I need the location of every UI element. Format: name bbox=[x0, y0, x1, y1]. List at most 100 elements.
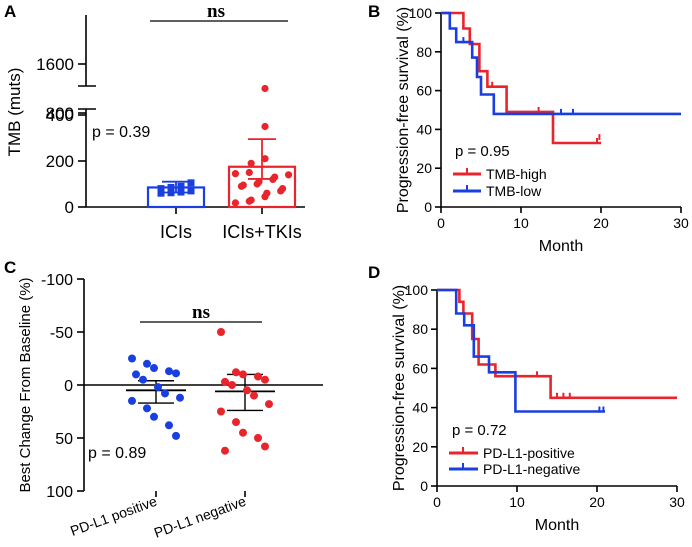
chart-panel-c: -100 -50 0 50 100 Best Change From Baseline (… bbox=[17, 272, 323, 541]
data-point bbox=[150, 412, 158, 421]
y-tick-label: 800 bbox=[46, 104, 74, 123]
data-point bbox=[254, 434, 262, 442]
data-point bbox=[143, 404, 151, 413]
survival-curve-tmb-low bbox=[441, 11, 681, 116]
legend-label: TMB-low bbox=[486, 183, 542, 199]
data-point bbox=[172, 369, 180, 378]
data-point bbox=[128, 354, 136, 363]
data-point bbox=[167, 189, 175, 197]
data-point bbox=[228, 381, 236, 389]
x-tick-label: ICIs+TKIs bbox=[222, 222, 302, 242]
data-point bbox=[239, 181, 247, 189]
data-point bbox=[239, 370, 247, 379]
survival-curve-tmb-high bbox=[441, 11, 601, 145]
y-tick-label: 80 bbox=[416, 44, 432, 60]
y-tick-label: 0 bbox=[424, 199, 432, 215]
data-point bbox=[261, 442, 269, 451]
data-point bbox=[243, 386, 251, 395]
y-tick-label: 40 bbox=[412, 400, 428, 416]
x-tick-label: PD-L1 positive bbox=[68, 493, 159, 539]
x-axis-label: Month bbox=[539, 238, 583, 255]
data-point bbox=[247, 159, 255, 167]
data-point bbox=[176, 393, 184, 402]
y-tick-label: 40 bbox=[416, 121, 432, 137]
data-point bbox=[231, 170, 240, 178]
y-tick-label: 400 bbox=[46, 106, 74, 125]
significance-label: ns bbox=[192, 302, 210, 323]
data-point bbox=[232, 418, 240, 427]
data-point bbox=[261, 375, 269, 384]
data-point bbox=[239, 428, 247, 437]
data-point bbox=[165, 421, 173, 430]
y-tick-label: 20 bbox=[412, 439, 428, 455]
data-point bbox=[263, 189, 271, 197]
legend-label: PD-L1-negative bbox=[483, 461, 580, 477]
y-axis-label: Progression-free survival (%) bbox=[395, 7, 412, 213]
legend-label: PD-L1-positive bbox=[483, 445, 575, 461]
y-tick-label: 100 bbox=[405, 282, 429, 298]
data-point bbox=[271, 173, 279, 181]
data-point bbox=[177, 182, 185, 190]
data-point bbox=[217, 407, 225, 416]
x-tick-label: PD-L1 negative bbox=[152, 493, 248, 541]
data-point bbox=[278, 185, 287, 193]
y-axis-label: TMB (muts) bbox=[5, 68, 24, 157]
p-value: p = 0.39 bbox=[92, 124, 150, 141]
y-tick-label: 200 bbox=[46, 152, 74, 171]
data-point bbox=[167, 183, 175, 191]
y-tick-label: 50 bbox=[55, 431, 73, 448]
data-point bbox=[217, 328, 225, 336]
y-tick-label: -100 bbox=[41, 272, 73, 289]
y-tick-label: 0 bbox=[420, 478, 428, 494]
y-axis-label: Best Change From Baseline (%) bbox=[17, 277, 34, 492]
x-tick-label: 20 bbox=[589, 494, 605, 510]
data-point bbox=[231, 199, 240, 207]
data-point bbox=[150, 364, 158, 373]
data-point bbox=[250, 391, 258, 400]
data-point bbox=[165, 367, 173, 376]
data-point bbox=[177, 188, 185, 196]
data-point bbox=[139, 375, 147, 384]
x-tick-label: 0 bbox=[437, 215, 445, 231]
y-tick-label: 60 bbox=[412, 360, 428, 376]
y-tick-label: 100 bbox=[409, 5, 433, 21]
data-point bbox=[221, 446, 229, 455]
y-tick-label: 0 bbox=[65, 198, 74, 217]
data-point bbox=[143, 359, 151, 368]
x-tick-label: ICIs bbox=[160, 222, 192, 242]
panel-label-c: C bbox=[4, 258, 16, 277]
x-tick-label: 20 bbox=[593, 215, 609, 231]
y-tick-label: -50 bbox=[50, 325, 73, 342]
data-point bbox=[254, 372, 262, 381]
x-axis-label: Month bbox=[535, 517, 579, 534]
data-point bbox=[247, 196, 255, 204]
data-point bbox=[284, 171, 293, 179]
data-point bbox=[255, 178, 263, 186]
data-point bbox=[265, 400, 273, 409]
chart-panel-d: 0 20 40 60 80 100 0 10 20 30 Month Progression-free… bbox=[391, 282, 685, 534]
p-value: p = 0.72 bbox=[452, 422, 507, 439]
legend-label: TMB-high bbox=[486, 166, 547, 182]
data-point bbox=[261, 84, 269, 93]
y-tick-label: 1600 bbox=[36, 55, 74, 74]
data-point bbox=[221, 377, 229, 386]
data-point bbox=[232, 368, 240, 377]
data-point bbox=[172, 431, 180, 440]
data-point bbox=[245, 168, 253, 177]
data-point bbox=[187, 179, 195, 187]
panel-label-b: B bbox=[368, 2, 380, 21]
p-value: p = 0.89 bbox=[88, 445, 146, 462]
data-point bbox=[261, 122, 269, 131]
data-point bbox=[154, 383, 162, 392]
panel-label-a: A bbox=[4, 2, 16, 21]
y-tick-label: 0 bbox=[64, 378, 73, 395]
data-point bbox=[128, 396, 136, 405]
x-tick-label: 0 bbox=[433, 494, 441, 510]
data-point bbox=[187, 187, 195, 195]
data-point bbox=[161, 389, 169, 398]
survival-curve-pd-l1-negative bbox=[437, 288, 605, 413]
y-axis-label: Progression-free survival (%) bbox=[391, 285, 408, 491]
chart-panel-b: 0 20 40 60 80 100 0 10 20 30 Month Progression-free… bbox=[395, 5, 689, 255]
x-tick-label: 30 bbox=[669, 494, 685, 510]
